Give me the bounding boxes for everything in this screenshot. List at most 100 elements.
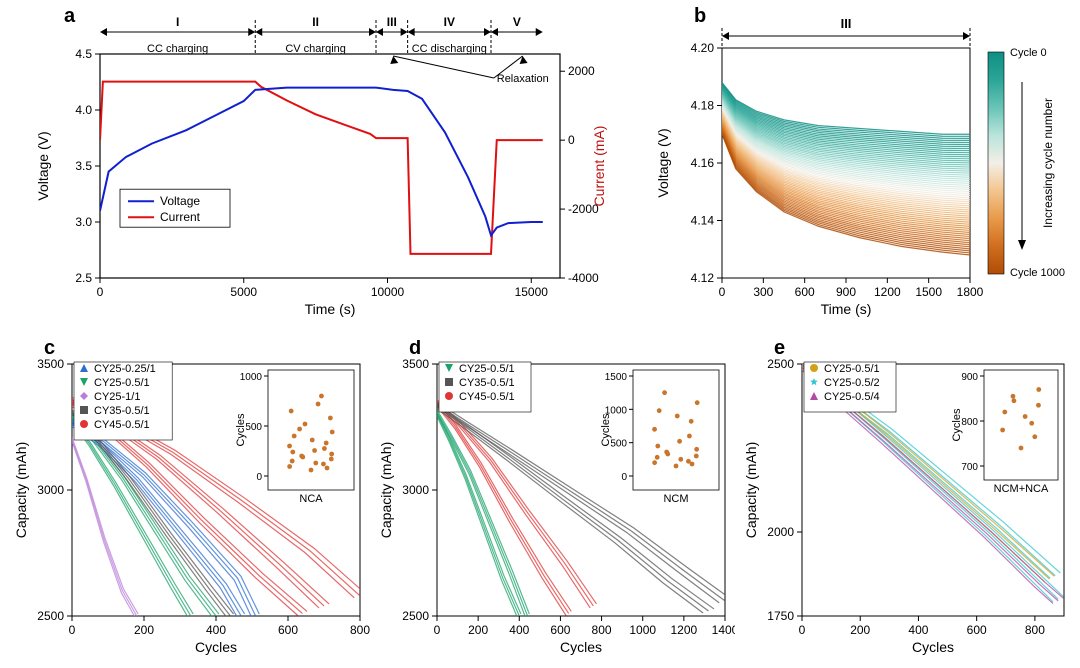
svg-text:Cycles: Cycles <box>912 639 954 655</box>
svg-text:3500: 3500 <box>402 357 429 371</box>
svg-text:500: 500 <box>245 422 262 433</box>
svg-text:4.16: 4.16 <box>691 156 715 170</box>
svg-text:CY25-0.25/1: CY25-0.25/1 <box>94 363 156 375</box>
svg-text:1500: 1500 <box>605 372 628 383</box>
svg-text:200: 200 <box>850 623 870 637</box>
svg-text:Capacity (mAh): Capacity (mAh) <box>13 442 29 538</box>
panel-e: e0200400600800Cycles175020002500Capacity… <box>740 340 1074 660</box>
svg-text:3.5: 3.5 <box>75 159 92 173</box>
svg-text:Current (mA): Current (mA) <box>591 126 607 207</box>
svg-text:800: 800 <box>350 623 370 637</box>
svg-text:Time (s): Time (s) <box>305 301 356 317</box>
svg-text:Relaxation: Relaxation <box>497 73 549 85</box>
svg-text:800: 800 <box>592 623 612 637</box>
svg-text:1200: 1200 <box>874 285 901 299</box>
svg-text:200: 200 <box>468 623 488 637</box>
svg-text:b: b <box>694 6 706 27</box>
panel-c: c0200400600800Cycles250030003500Capacity… <box>10 340 370 660</box>
svg-text:III: III <box>841 16 852 31</box>
svg-text:4.18: 4.18 <box>691 99 715 113</box>
svg-text:500: 500 <box>610 439 627 450</box>
svg-text:5000: 5000 <box>230 285 257 299</box>
svg-text:Voltage: Voltage <box>160 194 200 208</box>
svg-text:0: 0 <box>434 623 441 637</box>
svg-text:4.14: 4.14 <box>691 214 715 228</box>
svg-text:1000: 1000 <box>629 623 656 637</box>
panel-e-svg: e0200400600800Cycles175020002500Capacity… <box>740 340 1074 660</box>
svg-text:0: 0 <box>799 623 806 637</box>
svg-text:Cycles: Cycles <box>195 639 237 655</box>
svg-text:Voltage (V): Voltage (V) <box>35 131 51 200</box>
svg-text:IV: IV <box>444 15 455 29</box>
panel-a: a050001000015000Time (s)2.53.03.54.04.5V… <box>30 6 610 318</box>
svg-text:700: 700 <box>961 462 978 473</box>
svg-text:CY25-0.5/4: CY25-0.5/4 <box>824 391 880 403</box>
svg-text:4.0: 4.0 <box>75 103 92 117</box>
svg-text:Cycles: Cycles <box>235 413 247 447</box>
svg-text:600: 600 <box>795 285 815 299</box>
svg-text:2500: 2500 <box>37 609 64 623</box>
svg-text:CY45-0.5/1: CY45-0.5/1 <box>459 391 515 403</box>
svg-text:600: 600 <box>278 623 298 637</box>
svg-text:15000: 15000 <box>515 285 549 299</box>
svg-text:Capacity (mAh): Capacity (mAh) <box>743 442 759 538</box>
svg-text:CY25-0.5/1: CY25-0.5/1 <box>94 377 150 389</box>
svg-text:CY35-0.5/1: CY35-0.5/1 <box>459 377 515 389</box>
svg-text:Cycles: Cycles <box>951 408 963 442</box>
svg-text:2500: 2500 <box>767 357 794 371</box>
svg-text:a: a <box>64 6 76 27</box>
svg-text:CY25-0.5/1: CY25-0.5/1 <box>824 363 880 375</box>
svg-text:CY25-0.5/1: CY25-0.5/1 <box>459 363 515 375</box>
svg-text:Time (s): Time (s) <box>821 301 872 317</box>
svg-text:1400: 1400 <box>712 623 735 637</box>
svg-text:Cycle 1000: Cycle 1000 <box>1010 267 1065 279</box>
svg-text:Cycles: Cycles <box>600 413 612 447</box>
svg-text:0: 0 <box>69 623 76 637</box>
panel-a-svg: a050001000015000Time (s)2.53.03.54.04.5V… <box>30 6 610 318</box>
svg-text:Capacity (mAh): Capacity (mAh) <box>378 442 394 538</box>
svg-text:300: 300 <box>753 285 773 299</box>
svg-text:2500: 2500 <box>402 609 429 623</box>
svg-text:Cycle 0: Cycle 0 <box>1010 47 1047 59</box>
svg-text:CY25-0.5/2: CY25-0.5/2 <box>824 377 880 389</box>
svg-text:CC charging: CC charging <box>147 43 208 55</box>
panel-c-svg: c0200400600800Cycles250030003500Capacity… <box>10 340 370 660</box>
svg-text:2.5: 2.5 <box>75 271 92 285</box>
svg-text:III: III <box>387 15 397 29</box>
svg-text:NCM: NCM <box>663 493 688 505</box>
svg-text:4.20: 4.20 <box>691 41 715 55</box>
svg-text:CY35-0.5/1: CY35-0.5/1 <box>94 405 150 417</box>
svg-text:0: 0 <box>256 472 262 483</box>
svg-text:1750: 1750 <box>767 609 794 623</box>
svg-text:CV charging: CV charging <box>285 43 346 55</box>
svg-text:1500: 1500 <box>915 285 942 299</box>
svg-text:V: V <box>513 15 521 29</box>
svg-text:2000: 2000 <box>767 525 794 539</box>
svg-text:400: 400 <box>509 623 529 637</box>
svg-text:900: 900 <box>961 372 978 383</box>
svg-text:3000: 3000 <box>37 483 64 497</box>
svg-text:400: 400 <box>206 623 226 637</box>
svg-text:0: 0 <box>621 472 627 483</box>
svg-text:800: 800 <box>961 417 978 428</box>
svg-text:2000: 2000 <box>568 64 595 78</box>
svg-text:1200: 1200 <box>671 623 698 637</box>
svg-text:800: 800 <box>1025 623 1045 637</box>
svg-text:600: 600 <box>550 623 570 637</box>
svg-text:3000: 3000 <box>402 483 429 497</box>
svg-text:CY45-0.5/1: CY45-0.5/1 <box>94 419 150 431</box>
svg-text:I: I <box>176 15 179 29</box>
svg-text:Voltage (V): Voltage (V) <box>655 128 671 197</box>
panel-b: b0300600900120015001800Time (s)4.124.144… <box>650 6 1070 318</box>
svg-text:1000: 1000 <box>240 372 263 383</box>
svg-text:600: 600 <box>967 623 987 637</box>
panel-d-svg: d0200400600800100012001400Cycles25003000… <box>375 340 735 660</box>
svg-text:900: 900 <box>836 285 856 299</box>
svg-text:-4000: -4000 <box>568 271 599 285</box>
panel-d: d0200400600800100012001400Cycles25003000… <box>375 340 735 660</box>
svg-text:NCA: NCA <box>299 493 323 505</box>
svg-text:NCM+NCA: NCM+NCA <box>994 483 1049 495</box>
svg-text:CC discharging: CC discharging <box>412 43 487 55</box>
svg-text:Increasing cycle number: Increasing cycle number <box>1041 98 1055 228</box>
svg-text:1800: 1800 <box>957 285 984 299</box>
